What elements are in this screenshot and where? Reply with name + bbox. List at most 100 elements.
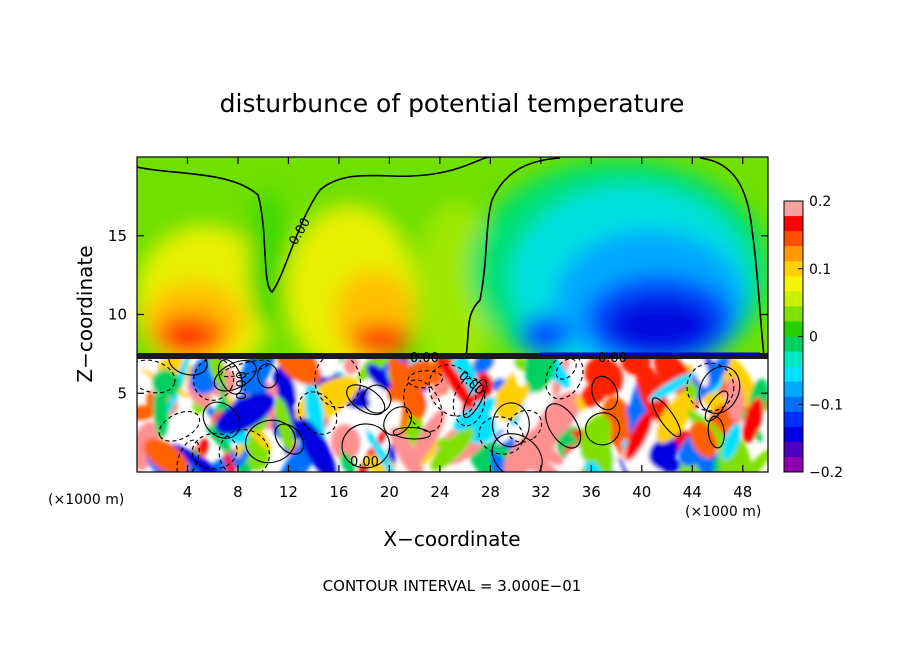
turbulence-cell xyxy=(722,423,741,461)
turbulence-contour xyxy=(704,390,729,422)
turbulence-contour xyxy=(176,439,200,472)
turbulence-cell xyxy=(340,451,356,472)
y-tick-label: 15 xyxy=(108,227,127,245)
y-axis-label: Z−coordinate xyxy=(73,245,97,382)
contour-label: 0.00 xyxy=(235,371,250,400)
turbulence-cell xyxy=(453,397,496,432)
turbulence-contour xyxy=(341,423,391,469)
x-tick-label: 28 xyxy=(481,483,500,501)
turbulence-contour xyxy=(213,359,257,392)
colorbar-segment xyxy=(784,366,803,383)
colorbar: 0.2 0.1 0 −0.1 −0.2 xyxy=(783,194,843,481)
colorbar-segment xyxy=(784,201,803,217)
turbulence-contour xyxy=(217,359,243,395)
colorbar-tick-label: 0 xyxy=(809,330,818,346)
turbulence-cell xyxy=(584,356,613,388)
y-axis: 5 10 15 xyxy=(108,227,768,402)
turbulence-contour xyxy=(274,423,305,455)
colorbar-segment xyxy=(784,426,803,443)
turbulence-contour xyxy=(158,410,201,442)
turbulence-contour xyxy=(407,370,444,389)
x-tick-label: 16 xyxy=(329,483,348,501)
turbulence-cell xyxy=(689,356,709,387)
turbulence-cell xyxy=(494,381,524,422)
contour-interval-note: CONTOUR INTERVAL = 3.000E−01 xyxy=(323,577,582,595)
colorbar-tick-label: 0.2 xyxy=(809,194,831,210)
turbulence-cell xyxy=(342,400,372,434)
colorbar-tick-label: −0.2 xyxy=(809,465,843,481)
x-axis: 4 8 12 16 20 24 28 32 36 40 44 48 xyxy=(183,157,752,501)
turbulence-cell xyxy=(648,372,696,402)
turbulence-cell xyxy=(575,396,586,412)
turbulence-contour xyxy=(428,364,477,417)
y-tick-label: 10 xyxy=(108,306,127,324)
turbulence-cell xyxy=(388,356,424,420)
colorbar-segment xyxy=(784,351,803,368)
turbulence-contour xyxy=(545,356,584,400)
colorbar-tick-label: −0.1 xyxy=(809,397,843,413)
lower-field xyxy=(137,356,768,472)
y-tick-label: 5 xyxy=(117,384,127,402)
turbulence-cell xyxy=(237,461,252,472)
turbulence-cell xyxy=(742,449,768,472)
turbulence-cell xyxy=(624,410,654,461)
colorbar-segment xyxy=(784,456,803,473)
contour-label: 0.00 xyxy=(598,351,627,366)
turbulence-contour xyxy=(191,432,238,470)
x-tick-label: 24 xyxy=(430,483,449,501)
turbulence-contour xyxy=(707,415,725,449)
x-tick-label: 8 xyxy=(233,483,243,501)
x-tick-label: 40 xyxy=(632,483,651,501)
turbulence-contour xyxy=(346,384,386,416)
turbulence-cell xyxy=(174,412,199,448)
x-axis-label: X−coordinate xyxy=(383,527,520,551)
turbulence-contour xyxy=(137,359,176,394)
colorbar-segment xyxy=(784,216,803,232)
turbulence-cell xyxy=(390,427,424,472)
turbulence-cell xyxy=(143,438,189,472)
turbulence-cell xyxy=(535,391,582,443)
x-tick-label: 12 xyxy=(279,483,298,501)
turbulence-cell xyxy=(559,445,587,472)
turbulence-cell xyxy=(296,417,336,472)
turbulence-contour xyxy=(245,419,296,464)
turbulence-contour xyxy=(220,359,271,378)
x-tick-label: 36 xyxy=(582,483,601,501)
contour-label: 0.00 xyxy=(410,351,439,366)
turbulence-contour xyxy=(591,375,619,411)
colorbar-segment xyxy=(784,396,803,413)
contour-label: 0.00 xyxy=(350,455,379,470)
colorbar-segment xyxy=(784,261,803,277)
turbulence-contour xyxy=(452,377,486,427)
x-tick-label: 4 xyxy=(183,483,193,501)
colorbar-segment xyxy=(784,321,803,337)
turbulence-contour xyxy=(392,426,432,440)
colorbar-segment xyxy=(784,336,803,353)
x-tick-label: 20 xyxy=(380,483,399,501)
x-tick-label: 44 xyxy=(683,483,702,501)
turbulence-cell xyxy=(524,356,557,393)
turbulence-cell xyxy=(137,405,157,421)
colorbar-segment xyxy=(784,306,803,322)
turbulence-contour xyxy=(257,363,279,389)
turbulence-cell xyxy=(224,451,237,472)
turbulence-cell xyxy=(689,421,718,459)
turbulence-cell xyxy=(436,356,475,411)
turbulence-contour xyxy=(651,397,682,438)
colorbar-segment xyxy=(784,231,803,247)
turbulence-cell xyxy=(276,356,322,386)
turbulence-contour xyxy=(585,412,621,446)
turbulence-contour xyxy=(545,403,582,449)
colorbar-segment xyxy=(784,276,803,292)
turbulence-contour xyxy=(555,358,577,380)
interface-band xyxy=(137,353,768,359)
turbulence-cell xyxy=(742,397,763,444)
turbulence-cell xyxy=(331,424,361,461)
turbulence-cell xyxy=(579,414,612,463)
turbulence-cell xyxy=(636,363,669,424)
turbulence-contour xyxy=(218,429,270,472)
colorbar-segment xyxy=(784,381,803,398)
turbulence-cell xyxy=(366,363,391,390)
turbulence-contour xyxy=(686,362,735,412)
